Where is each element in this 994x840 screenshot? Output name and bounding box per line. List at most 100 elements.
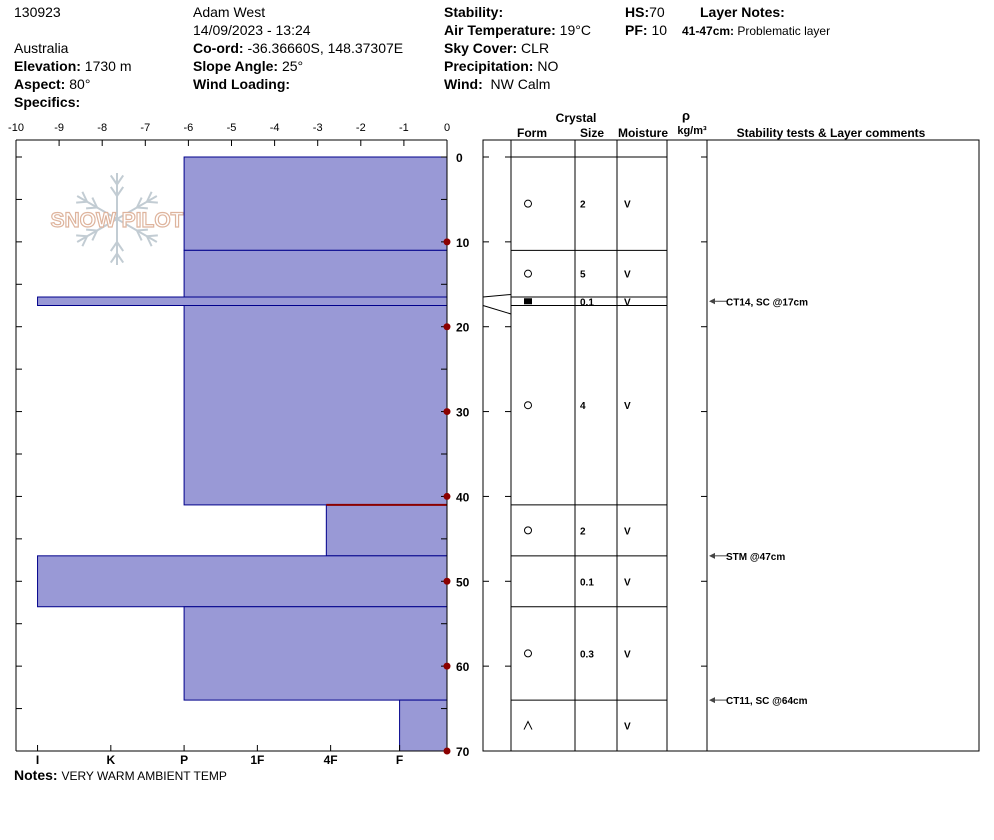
temperature-tick-label: -3 [313,122,323,134]
snowflake-branch [86,206,98,210]
snowflake-branch [109,174,118,186]
elevation: Elevation: 1730 m [14,58,132,74]
header-crystal: Crystal [556,111,597,125]
pf: PF: 10 [625,22,667,38]
country: Australia [14,40,69,56]
crystal-size-value: 0.1 [580,297,594,308]
layer-note: 41-47cm: Problematic layer [682,23,830,39]
moisture-value: V [624,577,631,588]
crystal-size-value: 0.3 [580,649,594,660]
hardness-bar [399,699,448,752]
depth-tick-label: 0 [456,151,463,165]
snowflake-arm [76,195,118,220]
hardness-bar [37,296,448,306]
sky-cover: Sky Cover: CLR [444,40,549,56]
temperature-tick-label: -4 [270,122,280,134]
notes: Notes: VERY WARM AMBIENT TEMP [14,767,227,784]
stability-test-text: STM @47cm [726,552,785,563]
datetime: 14/09/2023 - 13:24 [193,22,311,38]
wind-loading-label: Wind Loading: [193,76,291,92]
temperature-point [443,747,451,755]
pit-id: 130923 [14,4,61,20]
moisture-value: V [624,297,631,308]
hardness-bar [183,305,448,506]
layer-connector-line [482,305,512,315]
observer: Adam West [193,4,266,20]
hardness-tick-label: K [106,753,115,767]
snowpilot-logo: SNOW PILOT [50,173,184,265]
crystal-size-value: 4 [580,401,586,412]
precip-label: Precipitation: [444,58,534,74]
depth-tick-label: 10 [456,236,470,250]
temperature-tick-label: -9 [54,122,64,134]
elevation-value: 1730 m [84,58,132,74]
moisture-value: V [624,722,631,733]
aspect-label: Aspect: [14,76,66,92]
snowflake-branch [145,191,153,203]
snowflake-branch [81,191,89,203]
slope-angle: Slope Angle: 25° [193,58,303,74]
snowflake-branch [136,206,148,210]
moisture-value: V [624,401,631,412]
pf-label: PF: [625,22,648,38]
crystal-size-value: 2 [580,200,586,211]
crystal-size-value: 2 [580,526,586,537]
header-density-unit: kg/m³ [677,125,707,137]
crystal-form-caret-icon [523,720,533,730]
table-frame [482,139,980,752]
snowflake-branch [145,235,153,247]
temperature-tick-label: -2 [356,122,366,134]
depth-tick-label: 50 [456,575,470,589]
temperature-point [443,662,451,670]
snowflake-branch [109,252,118,264]
snowflake-branch [136,197,143,208]
hs: HS:70 [625,4,665,20]
aspect-value: 80° [69,76,91,92]
snowflake-branch [116,252,125,264]
wind-value: NW Calm [490,76,551,92]
air-temperature: Air Temperature: 19°C [444,22,591,38]
hardness-tick-label: P [180,753,188,767]
coord-label: Co-ord: [193,40,244,56]
crystal-form-rounded-icon [524,269,532,278]
snowflake-branch [146,234,158,238]
snowflake-branch [91,230,98,241]
wind: Wind: NW Calm [444,76,550,92]
snowflake-branch [91,197,98,208]
snowflake-branch [109,186,118,197]
hardness-tick-label: I [36,753,39,767]
snowflake-arm [76,218,118,243]
pf-value: 10 [651,22,668,38]
hardness-bar [183,249,448,298]
depth-tick-label: 70 [456,745,470,759]
moisture-value: V [624,526,631,537]
stability-test-arrow-icon [709,697,715,704]
layer-note-text: Problematic layer [737,24,831,38]
temperature-point [443,492,451,500]
snowflake-branch [116,174,125,186]
slope-value: 25° [281,58,304,74]
stability-test-text: CT14, SC @17cm [726,297,808,308]
hardness-bar [183,606,448,701]
crystal-form-rounded-icon [524,526,532,535]
snowflake-branch [86,228,98,232]
hardness-tick-label: 1F [250,753,264,767]
hs-value: 70 [649,4,665,20]
layer-connector-line [482,293,512,298]
header-moisture: Moisture [618,126,668,140]
precip-value: NO [537,58,559,74]
moisture-value: V [624,649,631,660]
wind-label: Wind: [444,76,483,92]
crystal-form-square-icon [524,298,532,305]
header-size: Size [580,126,604,140]
hardness-tick-label: F [396,753,403,767]
hardness-tick-label: 4F [324,753,338,767]
hardness-bar [37,555,448,608]
stability-test-arrow-icon [709,552,715,559]
depth-tick-label: 30 [456,406,470,420]
snowflake-branch [76,200,88,204]
stability-label: Stability: [444,4,504,20]
specifics-label: Specifics: [14,94,81,110]
logo-text: SNOW PILOT [51,209,184,232]
hs-label: HS: [625,4,650,20]
